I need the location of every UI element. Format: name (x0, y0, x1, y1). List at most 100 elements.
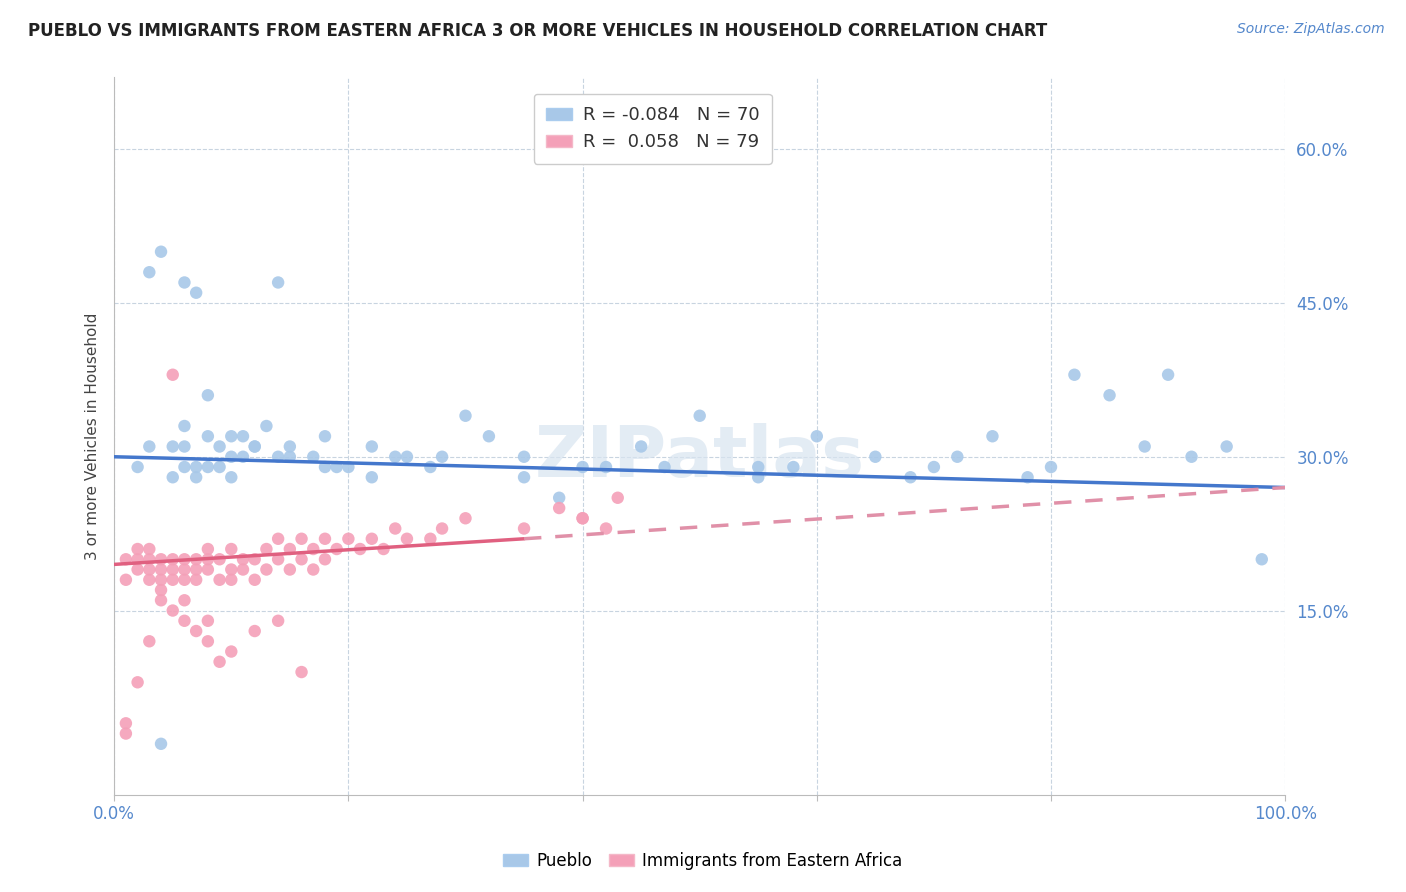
Point (138, 265, 160, 279)
Point (115, 726, 138, 740)
Point (150, 737, 173, 751)
Point (267, 276, 290, 290)
Point (221, 470, 243, 484)
Point (360, 532, 382, 546)
Point (337, 532, 360, 546)
Point (150, 562, 173, 576)
Point (865, 450, 887, 464)
Point (395, 532, 418, 546)
Point (325, 460, 347, 475)
Point (548, 501, 571, 516)
Point (325, 541, 347, 556)
Point (360, 470, 382, 484)
Point (127, 562, 149, 576)
Point (208, 552, 231, 566)
Point (138, 541, 160, 556)
Point (162, 562, 184, 576)
Point (384, 522, 406, 536)
Point (782, 460, 804, 475)
Point (747, 470, 769, 484)
Point (1250, 552, 1272, 566)
Point (221, 429, 243, 443)
Point (138, 634, 160, 648)
Point (197, 388, 219, 402)
Point (150, 593, 173, 607)
Point (267, 552, 290, 566)
Point (254, 541, 277, 556)
Point (221, 450, 243, 464)
Point (243, 440, 266, 454)
Point (478, 429, 501, 443)
Point (606, 491, 628, 505)
Point (115, 716, 138, 731)
Point (173, 573, 195, 587)
Point (1133, 440, 1156, 454)
Point (186, 460, 208, 475)
Point (290, 552, 312, 566)
Point (138, 573, 160, 587)
Point (173, 440, 195, 454)
Point (150, 244, 173, 259)
Point (454, 409, 477, 423)
Point (173, 276, 195, 290)
Point (186, 562, 208, 576)
Text: PUEBLO VS IMMIGRANTS FROM EASTERN AFRICA 3 OR MORE VEHICLES IN HOUSEHOLD CORRELA: PUEBLO VS IMMIGRANTS FROM EASTERN AFRICA… (28, 22, 1047, 40)
Point (186, 470, 208, 484)
Point (127, 460, 149, 475)
Point (186, 624, 208, 638)
Point (430, 450, 453, 464)
Point (314, 460, 336, 475)
Point (162, 440, 184, 454)
Point (162, 573, 184, 587)
Point (162, 552, 184, 566)
Point (571, 511, 593, 525)
Point (243, 552, 266, 566)
Point (1157, 368, 1180, 382)
Legend: R = -0.084   N = 70, R =  0.058   N = 79: R = -0.084 N = 70, R = 0.058 N = 79 (534, 94, 772, 164)
Point (278, 562, 301, 576)
Point (186, 552, 208, 566)
Point (395, 450, 418, 464)
Point (138, 552, 160, 566)
Point (150, 552, 173, 566)
Point (373, 541, 395, 556)
Point (138, 440, 160, 454)
Point (208, 573, 231, 587)
Point (981, 429, 1004, 443)
Point (232, 552, 254, 566)
Point (806, 429, 828, 443)
Point (208, 460, 231, 475)
Point (208, 655, 231, 669)
Point (302, 562, 325, 576)
Point (900, 470, 922, 484)
Point (571, 460, 593, 475)
Point (267, 532, 290, 546)
Point (221, 562, 243, 576)
Point (513, 450, 536, 464)
Point (186, 573, 208, 587)
Point (243, 440, 266, 454)
Point (254, 562, 277, 576)
Point (1017, 470, 1039, 484)
Point (127, 541, 149, 556)
Y-axis label: 3 or more Vehicles in Household: 3 or more Vehicles in Household (86, 312, 100, 560)
Point (1040, 460, 1063, 475)
Point (302, 450, 325, 464)
Point (221, 573, 243, 587)
Point (689, 409, 711, 423)
Point (278, 440, 301, 454)
Point (232, 562, 254, 576)
Point (747, 460, 769, 475)
Point (254, 419, 277, 434)
Point (221, 644, 243, 658)
Point (197, 562, 219, 576)
Point (314, 429, 336, 443)
Point (513, 522, 536, 536)
Point (162, 603, 184, 617)
Point (314, 552, 336, 566)
Point (173, 419, 195, 434)
Point (548, 491, 571, 505)
Point (232, 429, 254, 443)
Point (1098, 388, 1121, 402)
Point (314, 532, 336, 546)
